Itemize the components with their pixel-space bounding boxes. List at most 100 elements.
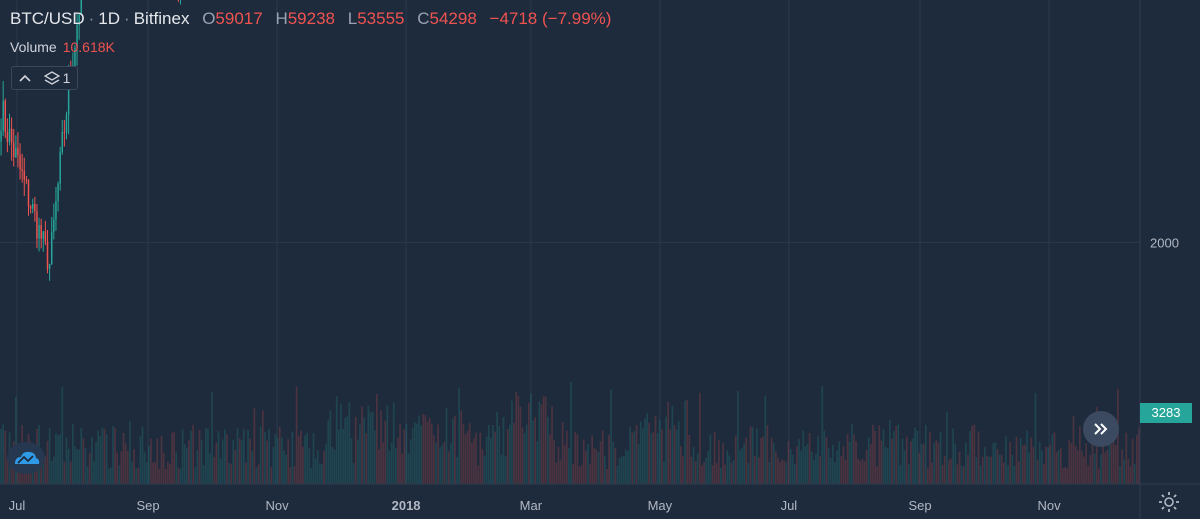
volume-bar: [1068, 439, 1071, 484]
volume-bar: [1135, 435, 1138, 484]
volume-bar: [931, 462, 933, 484]
volume-bar: [428, 417, 431, 484]
candle-body: [31, 204, 34, 209]
volume-bar: [175, 452, 178, 484]
volume-bar: [234, 449, 237, 484]
volume-bar: [477, 465, 480, 484]
volume-bar: [1009, 441, 1012, 484]
volume-bar: [329, 410, 332, 484]
volume-bar: [318, 463, 321, 484]
volume-bar: [196, 450, 199, 484]
volume-bar: [276, 438, 279, 484]
volume-bar: [287, 439, 290, 484]
volume-bar: [418, 415, 420, 484]
volume-bar: [139, 436, 142, 484]
interval-label[interactable]: 1D: [98, 9, 121, 28]
volume-bar: [1083, 456, 1085, 484]
volume-bar: [354, 416, 357, 484]
volume-bar: [173, 431, 176, 484]
volume-bar: [171, 432, 173, 484]
close-value: 54298: [429, 9, 477, 28]
volume-bar: [1038, 442, 1041, 484]
volume-bar: [1131, 438, 1134, 484]
volume-bar: [891, 438, 893, 484]
volume-bar: [192, 424, 195, 484]
candle-body: [29, 206, 32, 209]
volume-bar: [350, 438, 353, 484]
volume-bar: [557, 446, 560, 484]
volume-bar: [844, 459, 847, 484]
volume-bar: [701, 465, 703, 484]
volume-bar: [1097, 468, 1100, 484]
volume-bar: [310, 467, 313, 484]
volume-bar: [671, 405, 674, 484]
volume-bar: [386, 404, 389, 484]
volume-bar: [57, 435, 59, 484]
volume-bar: [840, 456, 843, 484]
volume-bar: [979, 465, 982, 484]
scroll-to-realtime-button[interactable]: [1083, 411, 1119, 447]
volume-bar: [135, 468, 138, 484]
volume-bar: [166, 462, 169, 484]
volume-bar: [916, 430, 919, 484]
volume-bar: [637, 443, 640, 484]
volume-bar: [257, 464, 260, 484]
volume-bar: [918, 452, 921, 484]
volume-bar: [48, 427, 51, 484]
volume-bar: [1062, 467, 1064, 484]
volume-bar: [779, 461, 781, 484]
volume-bar: [654, 415, 657, 484]
volume-bar: [897, 424, 900, 484]
cloud-logo-icon[interactable]: [7, 442, 45, 474]
volume-bar: [506, 429, 509, 484]
volume-bar: [50, 460, 53, 484]
volume-bar: [745, 437, 748, 484]
volume-bar: [1051, 434, 1054, 484]
gear-icon[interactable]: [1158, 491, 1180, 513]
symbol-legend: BTC/USD · 1D · Bitfinex O59017 H59238 L53555…: [10, 9, 611, 29]
volume-bar: [466, 430, 469, 484]
volume-bar: [935, 440, 938, 484]
volume-bar: [1055, 452, 1058, 484]
volume-bar: [888, 419, 891, 484]
price-axis[interactable]: 2000400060008000100001200014000160001800…: [1150, 0, 1186, 250]
volume-bar: [274, 434, 277, 484]
volume-bar: [380, 410, 382, 484]
volume-bar: [857, 458, 860, 484]
candle-body: [10, 128, 13, 143]
legend-toggle-button[interactable]: 1: [11, 66, 78, 90]
volume-bar: [536, 441, 539, 484]
time-axis[interactable]: Jul Sep Nov 2018 Mar May Jul Sep Nov: [9, 498, 1062, 513]
volume-bar: [204, 428, 207, 484]
candle-body: [74, 47, 76, 71]
volume-bar: [694, 461, 697, 484]
volume-bar: [99, 435, 102, 484]
volume-bar: [772, 442, 775, 484]
volume-bar: [460, 411, 463, 484]
volume-bar: [411, 428, 414, 484]
volume-bar: [188, 440, 190, 484]
volume-bar: [445, 408, 448, 484]
volume-bar: [133, 449, 135, 484]
volume-bar: [593, 448, 596, 484]
volume-bar: [131, 461, 133, 484]
volume-bar: [316, 450, 319, 484]
volume-bar: [696, 453, 699, 484]
symbol-name[interactable]: BTC/USD: [10, 9, 85, 28]
volume-bar: [120, 451, 123, 484]
volume-bar: [397, 437, 399, 484]
volume-bar: [996, 449, 999, 484]
volume-bar: [375, 393, 378, 484]
volume-bar: [291, 431, 294, 484]
volume-bar: [610, 389, 613, 484]
volume-bar: [82, 438, 85, 484]
volume-bar: [990, 456, 993, 484]
volume-bar: [793, 463, 796, 484]
candle-body: [6, 132, 9, 142]
volume-bar: [483, 455, 486, 484]
volume-bar: [582, 439, 585, 484]
volume-bar: [1070, 443, 1073, 484]
volume-bar: [939, 431, 942, 484]
volume-bar: [777, 458, 779, 484]
